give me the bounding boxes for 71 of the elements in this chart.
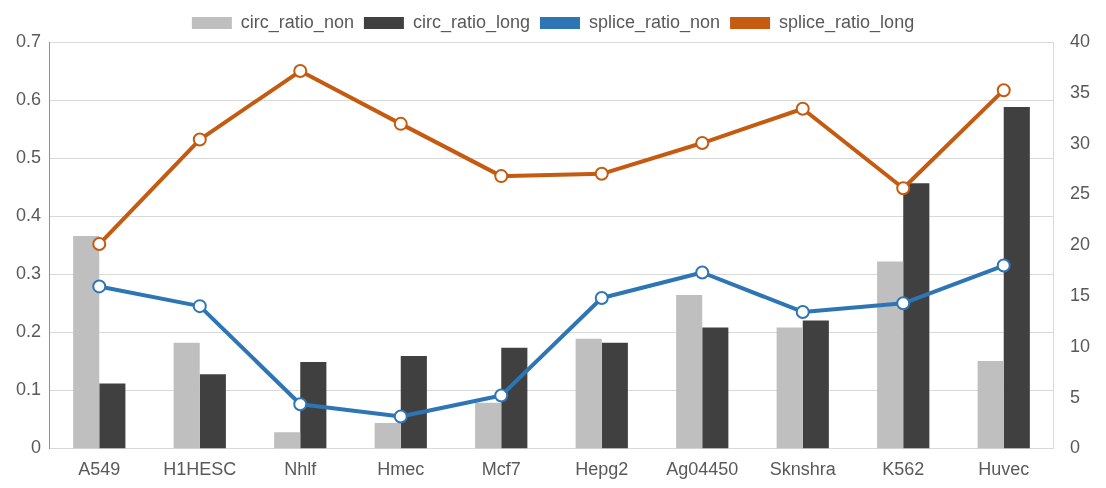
point xyxy=(996,83,1011,98)
x-tick-label: K562 xyxy=(882,459,925,480)
y-tick-label: 0.7 xyxy=(15,30,42,51)
y2-tick-label: 35 xyxy=(1069,81,1091,102)
point xyxy=(494,169,509,184)
point xyxy=(92,237,107,252)
legend-label: circ_ratio_long xyxy=(412,11,530,33)
x-tick-label: Ag04450 xyxy=(666,459,739,480)
point xyxy=(393,409,408,424)
bar xyxy=(73,236,100,449)
point xyxy=(92,279,107,294)
y2-tick-label: 25 xyxy=(1069,183,1091,204)
point xyxy=(695,265,710,280)
bar xyxy=(877,261,904,449)
y2-tick-label: 20 xyxy=(1069,234,1091,255)
y2-tick-label: 30 xyxy=(1069,132,1091,153)
point xyxy=(896,296,911,311)
x-tick-label: Hmec xyxy=(377,459,425,480)
y-tick-label: 0.1 xyxy=(15,379,42,400)
y2-tick-label: 40 xyxy=(1069,30,1091,51)
legend-label: splice_ratio_non xyxy=(588,11,721,33)
y-tick-label: 0.5 xyxy=(15,147,42,168)
bar xyxy=(501,347,528,449)
point xyxy=(192,299,207,314)
y2-tick-label: 0 xyxy=(1069,437,1080,458)
bar xyxy=(903,183,930,449)
bar xyxy=(601,342,628,449)
point xyxy=(494,388,509,403)
x-tick-label: Hepg2 xyxy=(575,459,629,480)
y-tick-label: 0.3 xyxy=(15,263,42,284)
point xyxy=(996,258,1011,273)
bar xyxy=(977,361,1004,449)
point xyxy=(594,291,609,306)
bar xyxy=(575,338,602,449)
point xyxy=(795,101,810,116)
bar xyxy=(702,327,729,449)
bar xyxy=(776,327,803,449)
y-tick-label: 0.6 xyxy=(15,89,42,110)
y2-tick-label: 5 xyxy=(1069,386,1080,407)
y-tick-label: 0.4 xyxy=(15,205,42,226)
x-tick-label: A549 xyxy=(78,459,121,480)
point xyxy=(192,132,207,147)
legend-label: circ_ratio_non xyxy=(240,11,354,33)
point xyxy=(594,166,609,181)
bar xyxy=(802,320,829,449)
point xyxy=(393,116,408,131)
bar xyxy=(400,355,427,449)
bar xyxy=(99,383,126,449)
point xyxy=(695,136,710,151)
bar xyxy=(173,342,200,449)
x-tick-label: Mcf7 xyxy=(481,459,521,480)
y2-tick-label: 10 xyxy=(1069,335,1091,356)
y-tick-label: 0.2 xyxy=(15,321,42,342)
point xyxy=(293,64,308,79)
bar xyxy=(199,374,226,449)
y2-tick-label: 15 xyxy=(1069,284,1091,305)
legend-label: splice_ratio_long xyxy=(779,11,915,33)
x-tick-label: Huvec xyxy=(978,459,1030,480)
bar xyxy=(274,432,301,449)
x-tick-label: Sknshra xyxy=(769,459,837,480)
bar xyxy=(300,362,327,449)
bar xyxy=(475,402,502,449)
y-tick-label: 0 xyxy=(31,437,42,458)
bar xyxy=(374,423,401,449)
x-tick-label: H1HESC xyxy=(163,459,237,480)
point xyxy=(896,181,911,196)
bar xyxy=(676,294,703,449)
point xyxy=(293,397,308,412)
point xyxy=(795,304,810,319)
x-tick-label: Nhlf xyxy=(284,459,318,480)
bar xyxy=(1003,107,1030,449)
